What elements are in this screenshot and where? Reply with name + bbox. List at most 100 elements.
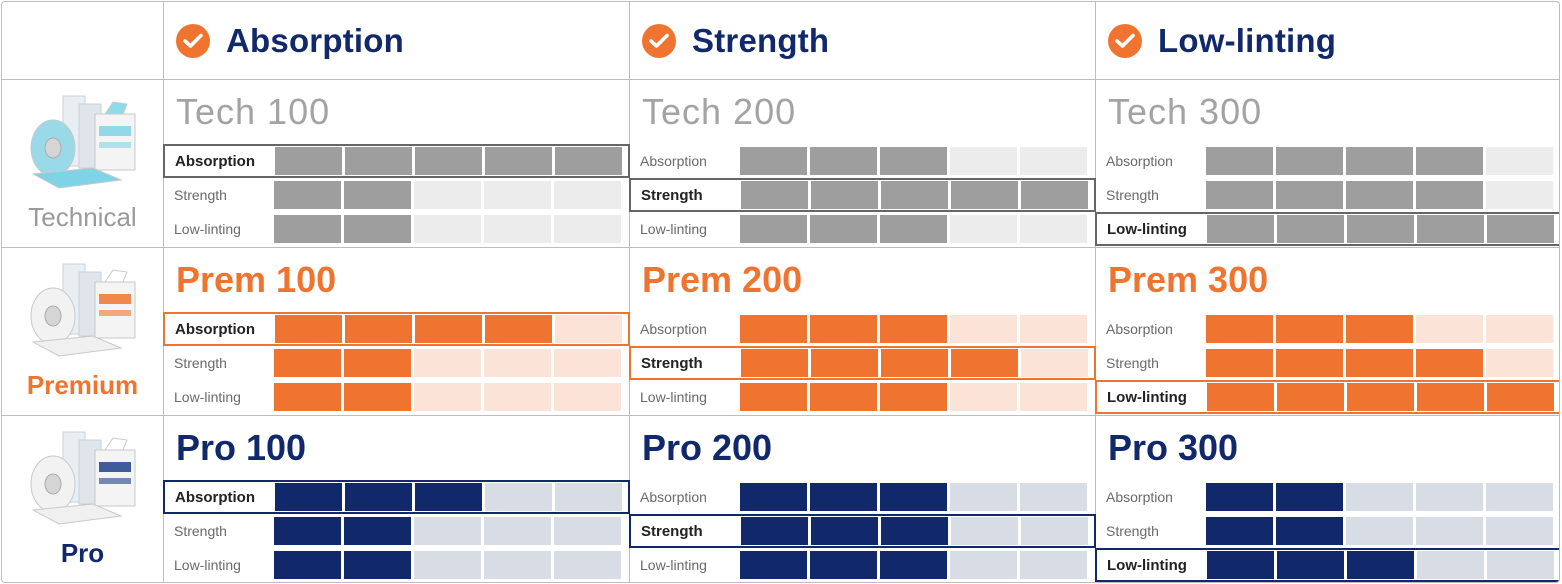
rating-row-strength: Strength (629, 346, 1096, 380)
rating-segment (1207, 551, 1274, 579)
product-card: Prem 200 Absorption Strength Low-linting (629, 248, 1096, 416)
rating-segment (1346, 349, 1413, 377)
rating-segment (554, 383, 621, 411)
rating-segment (414, 517, 481, 545)
rating-segment (741, 349, 808, 377)
rating-segment (740, 315, 807, 343)
rating-bar (1206, 315, 1553, 343)
rating-row-low-linting: Low-linting (164, 212, 629, 246)
rating-segment (810, 215, 877, 243)
product-card: Tech 100 Absorption Strength Low-linting (163, 80, 630, 248)
tier-label: Premium (26, 370, 139, 400)
rating-row-low-linting: Low-linting (630, 548, 1095, 582)
column-header-strength: Strength (630, 2, 1096, 80)
rating-segment (810, 551, 877, 579)
rating-segment (1206, 181, 1273, 209)
product-card: Prem 300 Absorption Strength Low-linting (1095, 248, 1559, 416)
product-card: Pro 100 Absorption Strength Low-linting (163, 416, 630, 582)
column-header-label: Strength (692, 21, 830, 59)
rating-segment (880, 551, 947, 579)
metric-label: Low-linting (640, 557, 707, 573)
rating-bar (274, 181, 621, 209)
rating-segment (951, 181, 1018, 209)
rating-segment (484, 215, 551, 243)
rating-segment (1416, 349, 1483, 377)
rating-segment (1486, 181, 1553, 209)
metric-label: Absorption (1106, 153, 1173, 169)
rating-bar (1206, 349, 1553, 377)
rating-segment (950, 383, 1017, 411)
product-name: Prem 100 (176, 259, 337, 300)
rating-segment (740, 383, 807, 411)
rating-rows: Absorption Strength Low-linting (1095, 144, 1559, 247)
tier-premium: Premium (2, 248, 164, 416)
metric-label: Strength (1106, 523, 1159, 539)
rating-segment (484, 551, 551, 579)
rating-segment (554, 215, 621, 243)
rating-segment (1486, 483, 1553, 511)
metric-label: Low-linting (1107, 388, 1187, 406)
rating-segment (274, 215, 341, 243)
rating-bar (1206, 181, 1553, 209)
rating-segment (950, 483, 1017, 511)
metric-label: Low-linting (174, 389, 241, 405)
column-header-label: Low-linting (1158, 21, 1337, 59)
rating-segment (274, 551, 341, 579)
rating-bar (740, 147, 1087, 175)
rating-row-absorption: Absorption (163, 312, 630, 346)
rating-segment (555, 147, 622, 175)
rating-bar (1207, 551, 1554, 579)
rating-segment (810, 147, 877, 175)
rating-row-strength: Strength (629, 178, 1096, 212)
rating-segment (810, 483, 877, 511)
rating-row-absorption: Absorption (1096, 312, 1559, 346)
rating-segment (1346, 181, 1413, 209)
rating-segment (1020, 383, 1087, 411)
rating-row-strength: Strength (1096, 178, 1559, 212)
rating-segment (881, 517, 948, 545)
rating-segment (275, 483, 342, 511)
tier-label: Technical (28, 202, 137, 232)
rating-segment (1487, 383, 1554, 411)
rating-bar (740, 383, 1087, 411)
rating-segment (275, 315, 342, 343)
metric-label: Strength (174, 187, 227, 203)
rating-segment (950, 147, 1017, 175)
rating-segment (1206, 349, 1273, 377)
rating-segment (274, 349, 341, 377)
rating-segment (345, 147, 412, 175)
rating-row-low-linting: Low-linting (1095, 380, 1559, 414)
rating-segment (344, 181, 411, 209)
rating-bar (274, 551, 621, 579)
rating-segment (811, 349, 878, 377)
rating-segment (810, 315, 877, 343)
rating-row-absorption: Absorption (163, 144, 630, 178)
rating-segment (415, 147, 482, 175)
rating-bar (274, 215, 621, 243)
rating-segment (740, 215, 807, 243)
rating-segment (1276, 483, 1343, 511)
rating-row-strength: Strength (164, 346, 629, 380)
rating-bar (1206, 147, 1553, 175)
rating-segment (1020, 147, 1087, 175)
rating-segment (274, 181, 341, 209)
rating-row-absorption: Absorption (630, 480, 1095, 514)
rating-segment (881, 181, 948, 209)
rating-segment (1416, 181, 1483, 209)
metric-label: Absorption (640, 321, 707, 337)
rating-segment (344, 383, 411, 411)
rating-segment (1020, 551, 1087, 579)
rating-rows: Absorption Strength Low-linting (629, 144, 1096, 247)
rating-segment (485, 483, 552, 511)
column-header-absorption: Absorption (164, 2, 630, 80)
metric-label: Low-linting (1107, 220, 1187, 238)
rating-row-absorption: Absorption (163, 480, 630, 514)
rating-segment (1207, 215, 1274, 243)
rating-segment (1486, 147, 1553, 175)
column-header-low-linting: Low-linting (1096, 2, 1559, 80)
rating-segment (1486, 517, 1553, 545)
rating-row-absorption: Absorption (630, 312, 1095, 346)
rating-segment (951, 517, 1018, 545)
rating-bar (275, 483, 622, 511)
rating-segment (344, 349, 411, 377)
